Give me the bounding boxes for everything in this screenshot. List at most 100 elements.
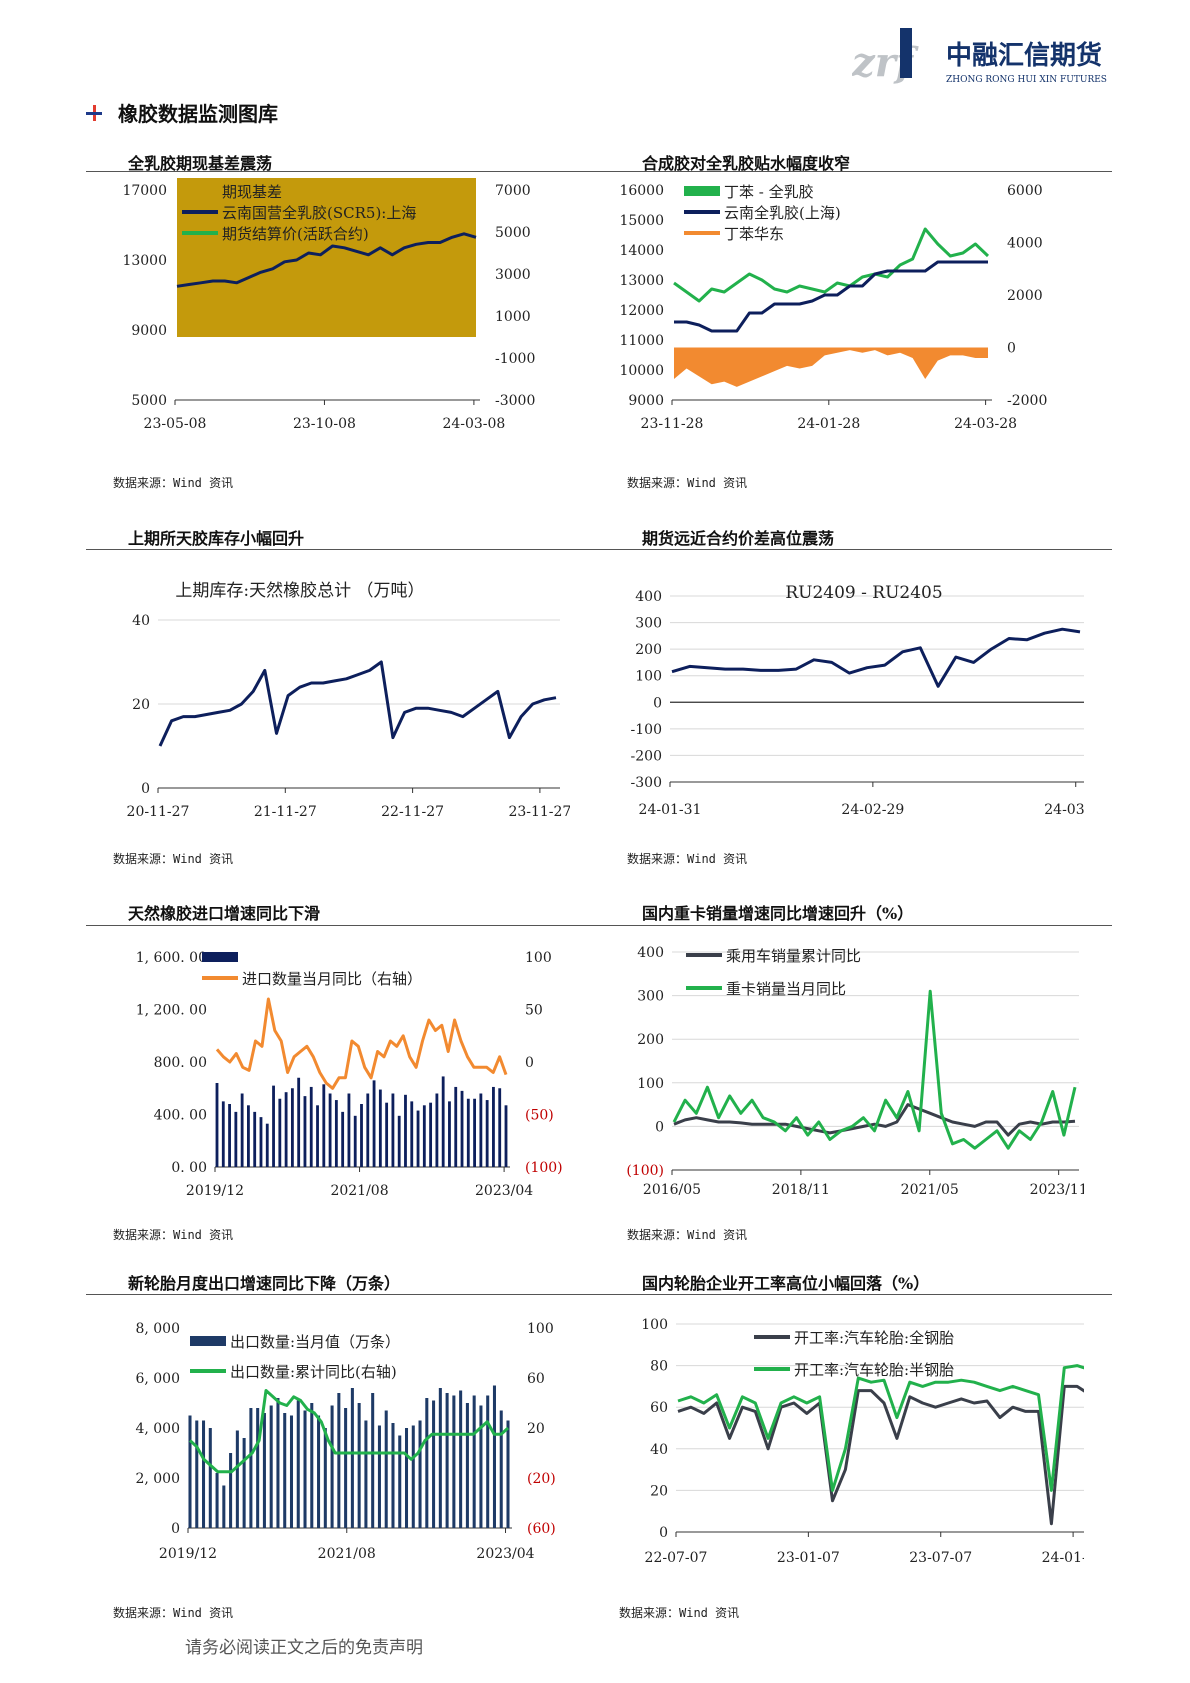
legend-swatch <box>202 952 238 962</box>
legend-label: 进口数量当月同比（右轴） <box>242 970 422 988</box>
y-right-tick-label: 0 <box>525 1055 534 1071</box>
y-left-tick-label: 13000 <box>619 273 664 289</box>
bar <box>297 1077 301 1167</box>
y-left-tick-label: 13000 <box>122 253 167 269</box>
chart-2-source: 数据来源：Wind 资讯 <box>627 476 748 490</box>
y-left-tick-label: 2, 000 <box>135 1471 180 1487</box>
y-right-tick-label: 4000 <box>1007 236 1043 252</box>
bar <box>259 1117 263 1167</box>
y-right-tick-label: -3000 <box>495 393 535 409</box>
y-left-tick-label: -100 <box>631 722 662 738</box>
bar <box>283 1413 287 1528</box>
bar <box>195 1420 199 1528</box>
y-left-tick-label: 0 <box>659 1525 668 1541</box>
bar <box>322 1084 326 1167</box>
disclaimer-footer: 请务必阅读正文之后的免责声明 <box>185 1638 423 1658</box>
bar <box>364 1420 368 1528</box>
x-tick-label: 24-01-31 <box>639 802 702 818</box>
bar <box>479 1405 483 1528</box>
chart-8-svg: 100 80 60 40 20 0 22-07-07 23-01-07 23-07-07 24-0… <box>641 1317 1084 1566</box>
y-right-tick-label: -2000 <box>1007 393 1047 409</box>
chart-4-source: 数据来源：Wind 资讯 <box>627 852 748 866</box>
bar <box>317 1415 321 1528</box>
bar <box>454 1086 458 1167</box>
y-right-tick-label: (60) <box>527 1521 556 1537</box>
bar <box>485 1100 489 1167</box>
bar <box>303 1096 307 1167</box>
legend-label: 丁苯华东 <box>724 225 784 243</box>
y-left-tick-label: 60 <box>650 1400 668 1416</box>
y-right-tick-label: 20 <box>527 1421 545 1437</box>
logo-text: 中融汇信期货 <box>946 40 1102 71</box>
bar <box>284 1092 288 1167</box>
chart-5-source: 数据来源：Wind 资讯 <box>113 1228 234 1242</box>
y-left-tick-label: 200 <box>637 1032 664 1048</box>
bar <box>432 1400 436 1528</box>
bar <box>350 1388 354 1528</box>
bar <box>235 1430 239 1528</box>
bar <box>506 1420 510 1528</box>
bar <box>289 1415 294 1528</box>
row-4-rule <box>86 1294 1112 1295</box>
row-1-rule <box>86 171 1112 172</box>
bar <box>438 1388 442 1528</box>
bar <box>330 1405 334 1528</box>
legend-label: 乘用车销量累计同比 <box>726 947 861 965</box>
line-series <box>188 1389 510 1474</box>
bar <box>249 1408 253 1528</box>
bar <box>323 1428 327 1528</box>
y-right-tick-label: 100 <box>525 950 552 966</box>
section-title: 橡胶数据监测图库 <box>84 98 278 127</box>
bar <box>278 1098 282 1167</box>
bar <box>344 1408 348 1528</box>
bar <box>234 1111 238 1167</box>
x-tick-label: 2021/08 <box>330 1183 388 1199</box>
chart-inner-title: 上期库存:天然橡胶总计 （万吨） <box>175 581 424 601</box>
bar <box>240 1093 244 1167</box>
x-tick-label: 2021/05 <box>901 1182 959 1198</box>
y-left-tick-label: 0 <box>141 781 150 797</box>
bar <box>353 1115 357 1167</box>
bar <box>459 1390 463 1528</box>
bar <box>391 1423 395 1528</box>
bar <box>472 1395 476 1528</box>
bar <box>418 1420 422 1528</box>
bar <box>435 1093 439 1167</box>
bar <box>404 1094 407 1167</box>
legend-swatch <box>190 1336 226 1346</box>
legend-label: 丁苯 - 全乳胶 <box>724 183 814 201</box>
bar <box>465 1403 469 1528</box>
y-left-tick-label: 5000 <box>131 393 167 409</box>
chart-2-title: 合成胶对全乳胶贴水幅度收窄 <box>642 154 851 173</box>
bar <box>221 1101 225 1167</box>
y-left-tick-label: 6, 000 <box>135 1371 180 1387</box>
x-tick-label: 24-03-31 <box>1044 802 1084 818</box>
y-right-tick-label: 50 <box>525 1003 543 1019</box>
y-left-tick-label: 20 <box>650 1483 668 1499</box>
bar <box>416 1110 420 1167</box>
bar <box>378 1089 382 1167</box>
y-right-tick-label: 0 <box>1007 341 1016 357</box>
bar <box>296 1400 300 1528</box>
chart-6-svg: 400 300 200 100 0 (100) 2016/05 2018/11 2021/05 2… <box>626 945 1084 1198</box>
x-tick-label: 24-03-28 <box>954 416 1017 432</box>
bar <box>404 1428 409 1528</box>
y-right-tick-label: (50) <box>525 1108 554 1124</box>
line-series <box>158 660 557 747</box>
bar <box>208 1428 212 1528</box>
legend-label: 云南全乳胶(上海) <box>724 204 841 222</box>
bar <box>411 1425 415 1528</box>
y-left-tick-label: -300 <box>631 775 662 791</box>
chart-3-title: 上期所天胶库存小幅回升 <box>128 529 305 548</box>
y-left-tick-label: 100 <box>635 669 662 685</box>
y-left-tick-label: 9000 <box>131 323 167 339</box>
y-left-tick-label: 100 <box>641 1317 668 1333</box>
y-left-tick-label: 800. 00 <box>154 1055 207 1071</box>
x-tick-label: 20-11-27 <box>127 804 190 820</box>
line-series <box>677 1364 1084 1492</box>
y-right-tick-label: 6000 <box>1007 183 1043 199</box>
chart-inner-title: RU2409 - RU2405 <box>785 583 942 603</box>
y-left-tick-label: 0. 00 <box>171 1160 207 1176</box>
section-marker-icon <box>84 103 104 123</box>
y-left-tick-label: 17000 <box>122 183 167 199</box>
